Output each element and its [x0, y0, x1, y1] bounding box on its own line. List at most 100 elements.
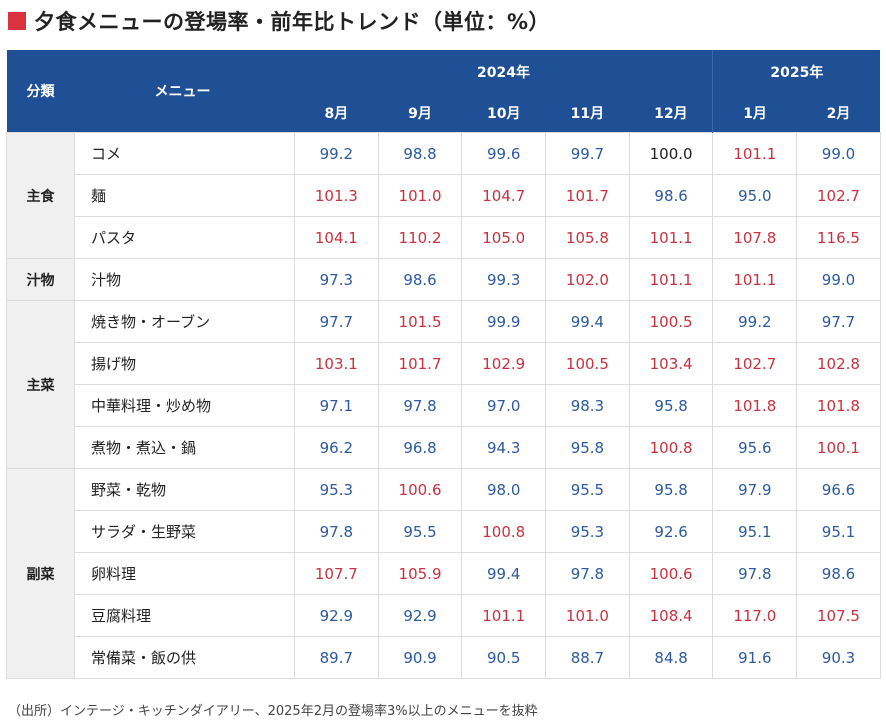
table-row: 卵料理 107.7 105.9 99.4 97.8 100.6 97.8 98.6: [7, 552, 881, 595]
menu-cell: 中華料理・炒め物: [74, 384, 295, 427]
value-cell: 100.6: [377, 468, 463, 511]
value-cell: 101.1: [712, 258, 798, 301]
category-cell: 主食: [6, 132, 75, 259]
value-cell: 95.1: [712, 510, 798, 553]
value-cell: 90.5: [461, 636, 547, 679]
value-cell: 102.9: [461, 342, 547, 385]
header-month: 10月: [461, 93, 546, 133]
header-menu: メニュー: [74, 50, 295, 133]
menu-cell: 常備菜・飯の供: [74, 636, 295, 679]
table-row: 常備菜・飯の供 89.7 90.9 90.5 88.7 84.8 91.6 90.3: [7, 636, 881, 679]
value-cell: 95.1: [796, 510, 881, 553]
value-cell: 105.9: [377, 552, 463, 595]
value-cell: 95.6: [712, 426, 798, 469]
menu-cell: 揚げ物: [74, 342, 295, 385]
value-cell: 97.8: [712, 552, 798, 595]
footnote: （出所）インテージ・キッチンダイアリー、2025年2月の登場率3%以上のメニュー…: [8, 704, 538, 719]
menu-cell: 煮物・煮込・鍋: [74, 426, 295, 469]
value-cell: 107.7: [294, 552, 379, 595]
value-cell: 110.2: [377, 216, 463, 259]
trend-table: 分類 メニュー 2024年 2025年 8月 9月 10月 11月 12月 1月…: [6, 50, 881, 679]
value-cell: 98.6: [628, 174, 714, 217]
value-cell: 95.8: [628, 468, 714, 511]
value-cell: 100.1: [796, 426, 881, 469]
value-cell: 96.2: [294, 426, 379, 469]
value-cell: 92.6: [628, 510, 714, 553]
value-cell: 99.9: [461, 300, 547, 343]
title-square-icon: [8, 12, 26, 30]
value-cell: 108.4: [628, 594, 714, 637]
value-cell: 101.0: [377, 174, 463, 217]
value-cell: 95.5: [545, 468, 630, 511]
value-cell: 95.3: [294, 468, 379, 511]
value-cell: 99.0: [796, 258, 881, 301]
table-row: 豆腐料理 92.9 92.9 101.1 101.0 108.4 117.0 107.5: [7, 594, 881, 637]
header-month: 9月: [378, 93, 462, 133]
value-cell: 116.5: [796, 216, 881, 259]
value-cell: 102.0: [545, 258, 630, 301]
value-cell: 95.8: [628, 384, 714, 427]
value-cell: 103.1: [294, 342, 379, 385]
value-cell: 97.8: [377, 384, 463, 427]
value-cell: 104.1: [294, 216, 379, 259]
header-year-2024: 2024年: [294, 50, 713, 93]
category-cell: 主菜: [6, 300, 75, 469]
value-cell: 94.3: [461, 426, 547, 469]
value-cell: 98.3: [545, 384, 630, 427]
value-cell: 96.8: [377, 426, 463, 469]
value-cell: 97.3: [294, 258, 379, 301]
table-row: 副菜 野菜・乾物 95.3 100.6 98.0 95.5 95.8 97.9 96.6: [6, 468, 881, 679]
value-cell: 105.8: [545, 216, 630, 259]
header-year-2025: 2025年: [712, 50, 881, 93]
table-row: パスタ 104.1 110.2 105.0 105.8 101.1 107.8 116.5: [7, 216, 881, 259]
value-cell: 101.7: [545, 174, 630, 217]
value-cell: 95.0: [712, 174, 798, 217]
value-cell: 97.0: [461, 384, 547, 427]
page-title: 夕食メニューの登場率・前年比トレンド（単位：%）: [34, 10, 551, 34]
value-cell: 117.0: [712, 594, 798, 637]
value-cell: 101.5: [377, 300, 463, 343]
value-cell: 100.8: [628, 426, 714, 469]
value-cell: 98.0: [461, 468, 547, 511]
value-cell: 102.8: [796, 342, 881, 385]
table-row: 中華料理・炒め物 97.1 97.8 97.0 98.3 95.8 101.8 101.8: [7, 384, 881, 427]
value-cell: 101.1: [461, 594, 547, 637]
value-cell: 99.7: [545, 132, 630, 175]
value-cell: 101.8: [712, 384, 798, 427]
value-cell: 84.8: [628, 636, 714, 679]
value-cell: 95.5: [377, 510, 463, 553]
menu-cell: サラダ・生野菜: [74, 510, 295, 553]
value-cell: 107.8: [712, 216, 798, 259]
value-cell: 97.1: [294, 384, 379, 427]
header-month: 11月: [545, 93, 630, 133]
value-cell: 92.9: [377, 594, 463, 637]
header-month: 12月: [629, 93, 713, 133]
value-cell: 104.7: [461, 174, 547, 217]
table-row: 麺 101.3 101.0 104.7 101.7 98.6 95.0 102.7: [7, 174, 881, 217]
value-cell: 102.7: [712, 342, 798, 385]
value-cell: 99.4: [545, 300, 630, 343]
value-cell: 103.4: [628, 342, 714, 385]
header-category: 分類: [6, 50, 75, 133]
menu-cell: 麺: [74, 174, 295, 217]
value-cell: 100.8: [461, 510, 547, 553]
menu-cell: 野菜・乾物: [74, 468, 295, 511]
menu-cell: 卵料理: [74, 552, 295, 595]
value-cell: 97.7: [796, 300, 881, 343]
table-row: 揚げ物 103.1 101.7 102.9 100.5 103.4 102.7 102.8: [7, 342, 881, 385]
value-cell: 92.9: [294, 594, 379, 637]
value-cell: 105.0: [461, 216, 547, 259]
table-row: 煮物・煮込・鍋 96.2 96.8 94.3 95.8 100.8 95.6 100.1: [7, 426, 881, 469]
value-cell: 102.7: [796, 174, 881, 217]
value-cell: 97.8: [545, 552, 630, 595]
value-cell: 90.3: [796, 636, 881, 679]
value-cell: 88.7: [545, 636, 630, 679]
table-row: 主食 コメ 99.2 98.8 99.6 99.7 100.0 101.1 99.0: [6, 132, 881, 259]
value-cell: 99.6: [461, 132, 547, 175]
value-cell: 101.1: [712, 132, 798, 175]
value-cell: 99.2: [712, 300, 798, 343]
menu-cell: 焼き物・オーブン: [74, 300, 295, 343]
value-cell: 99.4: [461, 552, 547, 595]
header-month: 8月: [294, 93, 379, 133]
value-cell: 101.1: [628, 258, 714, 301]
